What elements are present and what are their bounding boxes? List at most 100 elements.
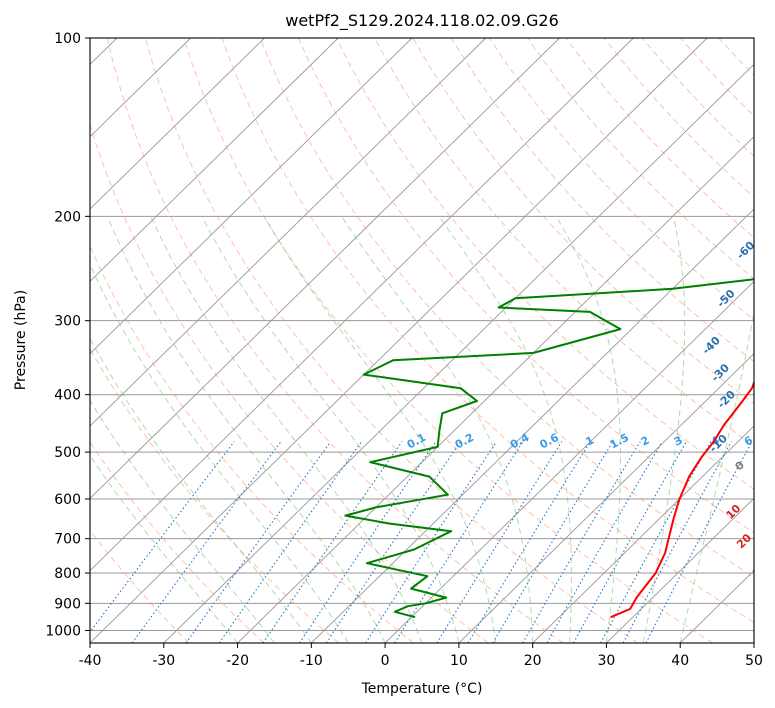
y-tick-label: 700 bbox=[54, 532, 81, 548]
isotherm-line bbox=[532, 425, 754, 643]
y-axis-label: Pressure (hPa) bbox=[13, 290, 29, 390]
x-tick-label: -40 bbox=[79, 653, 102, 669]
mixing-ratio-line bbox=[90, 441, 235, 633]
mixing-ratio-line bbox=[492, 441, 614, 643]
mixing-ratio-line bbox=[262, 441, 403, 643]
isotherm-line bbox=[90, 38, 634, 572]
isotherm-line bbox=[753, 642, 754, 643]
dry-adiabat-line bbox=[527, 38, 754, 280]
isobar-grid bbox=[90, 38, 754, 631]
moist-adiabat-line bbox=[201, 216, 460, 643]
dry-adiabat-label: 40 bbox=[761, 588, 775, 608]
x-tick-label: -30 bbox=[152, 653, 175, 669]
isotherm-line bbox=[163, 63, 754, 643]
y-tick-label: 500 bbox=[54, 445, 81, 461]
dry-adiabats bbox=[90, 38, 775, 643]
y-tick-label: 200 bbox=[54, 209, 81, 225]
isotherm-line bbox=[90, 38, 487, 427]
moist-adiabat-line bbox=[263, 216, 497, 643]
mixing-ratio-line bbox=[299, 441, 437, 643]
isotherm-line bbox=[90, 38, 265, 210]
dewpoint-line bbox=[344, 278, 754, 619]
mixing-ratio-line bbox=[622, 441, 732, 643]
dry-adiabat-line bbox=[90, 245, 414, 643]
mixing-ratio-label: 0.4 bbox=[508, 431, 532, 452]
chart-title: wetPf2_S129.2024.118.02.09.G26 bbox=[285, 11, 559, 31]
mixing-ratio-line bbox=[185, 441, 332, 643]
moist-adiabat-line bbox=[90, 454, 238, 643]
moist-adiabat-line bbox=[555, 216, 621, 643]
y-tick-label: 800 bbox=[54, 566, 81, 582]
moist-adiabat-line bbox=[90, 399, 275, 643]
isotherm-line bbox=[384, 280, 754, 643]
dry-adiabat-line bbox=[221, 38, 754, 624]
dry-adiabat-line bbox=[183, 38, 713, 643]
dry-adiabat-label: -30 bbox=[709, 361, 732, 384]
x-axis-label: Temperature (°C) bbox=[361, 681, 483, 697]
dry-adiabat-line bbox=[336, 38, 754, 490]
dry-adiabat-label: 10 bbox=[723, 502, 743, 522]
x-axis: -40 -30 -20 -10 0 10 20 30 40 50 bbox=[79, 643, 763, 669]
isotherm-line bbox=[311, 208, 754, 643]
dry-adiabat-label: 30 bbox=[751, 558, 771, 578]
dry-adiabat-line bbox=[259, 38, 754, 578]
dry-adiabat-line bbox=[106, 38, 564, 643]
dry-adiabat-line bbox=[412, 38, 754, 405]
mixing-ratio-line bbox=[365, 441, 497, 643]
y-axis: 100 200 300 400 500 600 700 800 900 1000 bbox=[45, 31, 90, 639]
temperature-line bbox=[610, 379, 754, 619]
isotherm-line bbox=[237, 136, 754, 643]
x-tick-label: 50 bbox=[745, 653, 763, 669]
dry-adiabat-label: 20 bbox=[734, 531, 754, 551]
dry-adiabat-line bbox=[450, 38, 754, 363]
isotherm-line bbox=[90, 38, 708, 643]
mixing-ratio-line bbox=[436, 441, 563, 643]
dry-adiabat-label: -40 bbox=[700, 334, 723, 357]
y-tick-label: 100 bbox=[54, 31, 81, 47]
dry-adiabat-line bbox=[90, 347, 339, 643]
mixing-ratio-line bbox=[325, 441, 461, 643]
mixing-ratio-label: 3 bbox=[672, 434, 685, 449]
y-tick-label: 900 bbox=[54, 596, 81, 612]
dry-adiabat-line bbox=[757, 38, 775, 643]
y-tick-label: 300 bbox=[54, 314, 81, 330]
mixing-ratio-label: 0.1 bbox=[405, 431, 428, 452]
dry-adiabat-label: 0 bbox=[732, 458, 747, 473]
sounding-profiles bbox=[344, 278, 754, 619]
dry-adiabat-line bbox=[603, 38, 754, 198]
x-tick-label: 10 bbox=[450, 653, 468, 669]
y-tick-label: 600 bbox=[54, 492, 81, 508]
mixing-ratio-line bbox=[522, 441, 641, 643]
x-tick-label: -20 bbox=[226, 653, 249, 669]
plot-area: 0.10.20.40.611.52346810131620253036-100-… bbox=[90, 38, 775, 643]
y-tick-label: 400 bbox=[54, 388, 81, 404]
mixing-ratio-label: 8 bbox=[768, 434, 775, 449]
plot-frame bbox=[89, 37, 755, 644]
dry-adiabat-line bbox=[90, 123, 489, 643]
mixing-ratio-line bbox=[573, 441, 687, 643]
dry-adiabat-line bbox=[565, 38, 754, 239]
mixing-ratio-label: 6 bbox=[742, 433, 755, 448]
dry-adiabat-label: -80 bbox=[768, 147, 775, 170]
moist-adiabat-line bbox=[438, 216, 572, 643]
x-tick-label: 40 bbox=[671, 653, 689, 669]
mixing-ratio-label: 1.5 bbox=[608, 431, 631, 452]
dry-adiabat-line bbox=[488, 38, 754, 321]
mixing-ratio-line bbox=[467, 441, 591, 643]
x-tick-label: 30 bbox=[598, 653, 616, 669]
isotherm-line bbox=[458, 353, 754, 643]
x-tick-label: 20 bbox=[524, 653, 542, 669]
dry-adiabat-label: -70 bbox=[752, 189, 775, 212]
mixing-ratio-lines bbox=[90, 441, 753, 643]
isotherm-line bbox=[90, 38, 339, 282]
dry-adiabat-line bbox=[90, 441, 265, 643]
isotherm-line bbox=[606, 497, 754, 643]
isotherm-grid bbox=[90, 38, 754, 643]
mixing-ratio-label: 2 bbox=[639, 434, 652, 449]
x-tick-label: 0 bbox=[381, 653, 390, 669]
dry-adiabat-line bbox=[144, 38, 639, 643]
mixing-ratio-line bbox=[131, 441, 282, 643]
isotherm-line bbox=[90, 38, 560, 499]
dry-adiabat-line bbox=[297, 38, 754, 534]
